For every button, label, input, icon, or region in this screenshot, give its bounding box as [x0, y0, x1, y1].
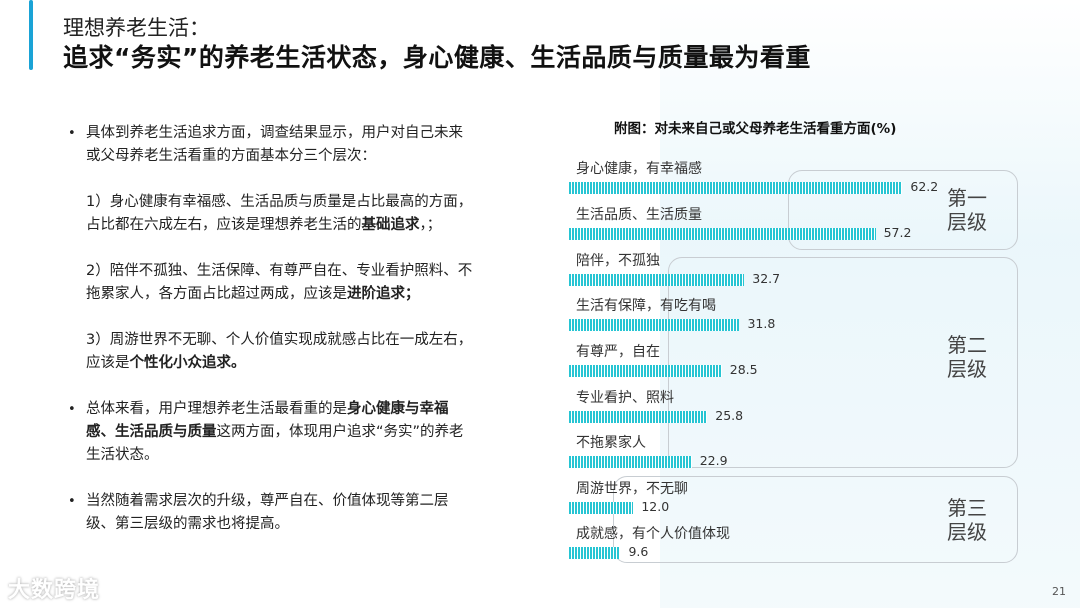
bar-label: 不拖累家人 — [576, 435, 646, 451]
logo: 大数跨境 — [8, 578, 101, 603]
bullet-2: 总体来看，用户理想养老生活最看重的是身心健康与幸福感、生活品质与质量这两方面，体… — [68, 398, 473, 467]
page-number: 21 — [1052, 585, 1066, 598]
point-1: 1）身心健康有幸福感、生活品质与质量是占比最高的方面，占比都在六成左右，应该是理… — [86, 194, 473, 233]
bullet-3: 当然随着需求层次的升级，尊严自在、价值体现等第二层级、第三层级的需求也将提高。 — [68, 490, 473, 536]
bar — [569, 274, 745, 286]
bar — [569, 502, 634, 514]
bar-value: 31.8 — [747, 316, 776, 331]
bar — [569, 547, 621, 559]
bar-label: 生活品质、生活质量 — [576, 207, 702, 223]
bar-label: 成就感，有个人价值体现 — [576, 526, 730, 542]
bar-label: 生活有保障，有吃有喝 — [576, 298, 716, 314]
bar-label: 陪伴，不孤独 — [576, 253, 660, 269]
bar — [569, 182, 903, 194]
bar-value: 32.7 — [752, 271, 781, 286]
tier-2-box — [668, 257, 1018, 468]
tier-3-label: 第三 层级 — [947, 496, 987, 544]
bar-label: 有尊严，自在 — [576, 344, 660, 360]
title-accent-bar — [29, 0, 33, 70]
point-2: 2）陪伴不孤独、生活保障、有尊严自在、专业看护照料、不拖累家人，各方面占比超过两… — [86, 263, 473, 302]
bar-label: 专业看护、照料 — [576, 390, 674, 406]
chart-title: 附图：对未来自己或父母养老生活看重方面(%) — [614, 121, 897, 137]
point-3: 3）周游世界不无聊、个人价值实现成就感占比在一成左右，应该是个性化小众追求。 — [86, 332, 473, 371]
bullet-1: 具体到养老生活追求方面，调查结果显示，用户对自己未来或父母养老生活看重的方面基本… — [68, 122, 473, 168]
background-decoration — [660, 0, 1080, 608]
page-subtitle: 理想养老生活： — [63, 16, 210, 40]
bar-value: 25.8 — [715, 408, 744, 423]
bar — [569, 228, 876, 240]
bar — [569, 456, 692, 468]
bar-value: 12.0 — [641, 499, 670, 514]
tier-1-label: 第一 层级 — [947, 186, 987, 234]
tier-2-label: 第二 层级 — [947, 333, 987, 381]
bar-value: 57.2 — [883, 225, 912, 240]
bar — [569, 319, 740, 331]
tier-3-box — [613, 476, 1018, 563]
bar-label: 周游世界，不无聊 — [576, 481, 688, 497]
bar-value: 62.2 — [910, 179, 939, 194]
bar — [569, 411, 708, 423]
bar — [569, 365, 722, 377]
bar-value: 22.9 — [699, 453, 728, 468]
bar-value: 9.6 — [628, 544, 649, 559]
page-title: 追求“务实”的养老生活状态，身心健康、生活品质与质量最为看重 — [63, 43, 811, 72]
summary-text: 具体到养老生活追求方面，调查结果显示，用户对自己未来或父母养老生活看重的方面基本… — [68, 122, 473, 559]
bar-value: 28.5 — [729, 362, 758, 377]
tier-1-box — [788, 170, 1018, 250]
bar-label: 身心健康，有幸福感 — [576, 161, 702, 177]
